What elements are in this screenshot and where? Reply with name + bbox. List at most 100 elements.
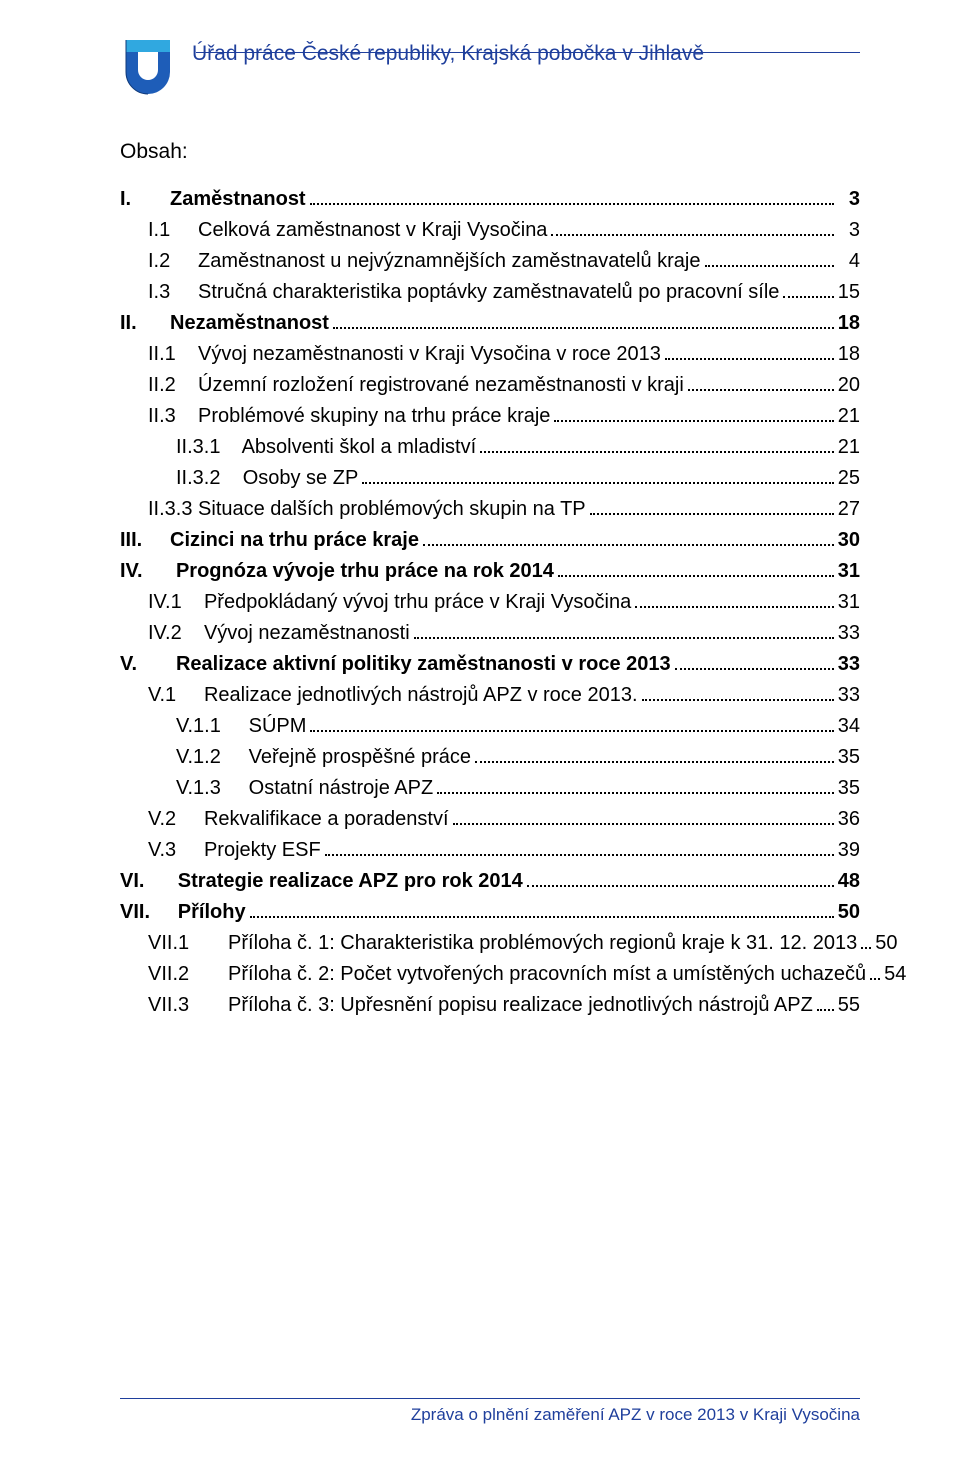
- toc-leader-dots: [665, 358, 834, 360]
- toc-leader-dots: [310, 730, 833, 732]
- toc-page-number: 15: [838, 277, 860, 308]
- toc-page-number: 3: [838, 215, 860, 246]
- toc-entry-label: V.1.2 Veřejně prospěšné práce: [176, 742, 471, 773]
- toc-entry-label: VII.3 Příloha č. 3: Upřesnění popisu rea…: [148, 990, 813, 1021]
- toc-page-number: 21: [838, 432, 860, 463]
- toc-page-number: 33: [838, 618, 860, 649]
- toc-leader-dots: [414, 637, 834, 639]
- toc-row: II. Nezaměstnanost 18: [120, 308, 860, 339]
- toc-row: VII.3 Příloha č. 3: Upřesnění popisu rea…: [120, 990, 860, 1021]
- page-header: Úřad práce České republiky, Krajská pobo…: [120, 40, 860, 112]
- toc-page-number: 34: [838, 711, 860, 742]
- table-of-contents: I. Zaměstnanost 3 I.1 Celková zaměstnanost…: [120, 184, 860, 1021]
- toc-leader-dots: [817, 1009, 834, 1011]
- toc-row: IV. Prognóza vývoje trhu práce na rok 20…: [120, 556, 860, 587]
- toc-entry-label: IV. Prognóza vývoje trhu práce na rok 20…: [120, 556, 554, 587]
- toc-leader-dots: [861, 947, 871, 949]
- toc-entry-label: I.3 Stručná charakteristika poptávky zam…: [148, 277, 779, 308]
- toc-entry-label: II. Nezaměstnanost: [120, 308, 329, 339]
- toc-row: II.3.3 Situace dalších problémových skup…: [120, 494, 860, 525]
- toc-page-number: 39: [838, 835, 860, 866]
- toc-entry-label: V.1.3 Ostatní nástroje APZ: [176, 773, 433, 804]
- toc-page-number: 35: [838, 742, 860, 773]
- toc-entry-label: VI. Strategie realizace APZ pro rok 2014: [120, 866, 523, 897]
- toc-row: III. Cizinci na trhu práce kraje 30: [120, 525, 860, 556]
- toc-page-number: 20: [838, 370, 860, 401]
- toc-page-number: 35: [838, 773, 860, 804]
- toc-leader-dots: [783, 296, 833, 298]
- toc-row: V.1.1 SÚPM34: [120, 711, 860, 742]
- toc-page-number: 31: [838, 587, 860, 618]
- toc-row: II.2 Územní rozložení registrované nezam…: [120, 370, 860, 401]
- toc-row: VI. Strategie realizace APZ pro rok 2014…: [120, 866, 860, 897]
- toc-row: II.1 Vývoj nezaměstnanosti v Kraji Vysoč…: [120, 339, 860, 370]
- toc-leader-dots: [675, 668, 834, 670]
- toc-page-number: 3: [838, 184, 860, 215]
- toc-entry-label: IV.2 Vývoj nezaměstnanosti: [148, 618, 410, 649]
- toc-leader-dots: [480, 451, 834, 453]
- toc-page-number: 27: [838, 494, 860, 525]
- toc-row: IV.1 Předpokládaný vývoj trhu práce v Kr…: [120, 587, 860, 618]
- toc-leader-dots: [310, 203, 834, 205]
- toc-page-number: 54: [884, 959, 906, 990]
- toc-page-number: 55: [838, 990, 860, 1021]
- toc-page-number: 31: [838, 556, 860, 587]
- toc-page-number: 50: [875, 928, 897, 959]
- toc-leader-dots: [642, 699, 834, 701]
- toc-page-number: 30: [838, 525, 860, 556]
- toc-entry-label: II.1 Vývoj nezaměstnanosti v Kraji Vysoč…: [148, 339, 661, 370]
- toc-entry-label: V.3 Projekty ESF: [148, 835, 321, 866]
- toc-row: I.2 Zaměstnanost u nejvýznamnějších zamě…: [120, 246, 860, 277]
- toc-row: II.3.1 Absolventi škol a mladiství21: [120, 432, 860, 463]
- page: Úřad práce České republiky, Krajská pobo…: [0, 0, 960, 1465]
- toc-entry-label: II.3 Problémové skupiny na trhu práce kr…: [148, 401, 550, 432]
- toc-row: IV.2 Vývoj nezaměstnanosti 33: [120, 618, 860, 649]
- toc-row: I.3 Stručná charakteristika poptávky zam…: [120, 277, 860, 308]
- toc-leader-dots: [475, 761, 834, 763]
- logo-icon: [120, 34, 176, 106]
- toc-entry-label: VII. Přílohy: [120, 897, 246, 928]
- toc-page-number: 18: [838, 339, 860, 370]
- toc-entry-label: VII.2 Příloha č. 2: Počet vytvořených pr…: [148, 959, 866, 990]
- toc-row: V.1.3 Ostatní nástroje APZ 35: [120, 773, 860, 804]
- toc-page-number: 4: [838, 246, 860, 277]
- toc-entry-label: II.3.3 Situace dalších problémových skup…: [148, 494, 586, 525]
- toc-leader-dots: [705, 265, 835, 267]
- header-title: Úřad práce České republiky, Krajská pobo…: [192, 40, 860, 66]
- toc-leader-dots: [558, 575, 834, 577]
- footer-rule: [120, 1398, 860, 1399]
- toc-row: I.1 Celková zaměstnanost v Kraji Vysočin…: [120, 215, 860, 246]
- toc-heading: Obsah:: [120, 140, 860, 164]
- toc-entry-label: I. Zaměstnanost: [120, 184, 306, 215]
- toc-leader-dots: [688, 389, 834, 391]
- toc-row: V.1.2 Veřejně prospěšné práce 35: [120, 742, 860, 773]
- toc-row: II.3.2 Osoby se ZP25: [120, 463, 860, 494]
- toc-entry-label: IV.1 Předpokládaný vývoj trhu práce v Kr…: [148, 587, 631, 618]
- toc-entry-label: I.1 Celková zaměstnanost v Kraji Vysočin…: [148, 215, 547, 246]
- toc-row: V.3 Projekty ESF 39: [120, 835, 860, 866]
- toc-entry-label: III. Cizinci na trhu práce kraje: [120, 525, 419, 556]
- toc-leader-dots: [362, 482, 833, 484]
- toc-row: V. Realizace aktivní politiky zaměstnano…: [120, 649, 860, 680]
- page-footer: Zpráva o plnění zaměření APZ v roce 2013…: [120, 1398, 860, 1425]
- toc-leader-dots: [333, 327, 834, 329]
- toc-leader-dots: [325, 854, 834, 856]
- toc-row: V.1 Realizace jednotlivých nástrojů APZ …: [120, 680, 860, 711]
- toc-page-number: 48: [838, 866, 860, 897]
- toc-row: VII.2 Příloha č. 2: Počet vytvořených pr…: [120, 959, 860, 990]
- toc-leader-dots: [554, 420, 833, 422]
- toc-entry-label: II.3.2 Osoby se ZP: [176, 463, 358, 494]
- toc-leader-dots: [453, 823, 834, 825]
- toc-entry-label: I.2 Zaměstnanost u nejvýznamnějších zamě…: [148, 246, 701, 277]
- footer-text: Zpráva o plnění zaměření APZ v roce 2013…: [120, 1405, 860, 1425]
- toc-leader-dots: [423, 544, 834, 546]
- toc-leader-dots: [250, 916, 834, 918]
- toc-page-number: 33: [838, 649, 860, 680]
- toc-entry-label: V.2 Rekvalifikace a poradenství: [148, 804, 449, 835]
- toc-page-number: 36: [838, 804, 860, 835]
- toc-page-number: 18: [838, 308, 860, 339]
- toc-leader-dots: [870, 978, 880, 980]
- toc-row: VII. Přílohy50: [120, 897, 860, 928]
- toc-entry-label: II.2 Územní rozložení registrované nezam…: [148, 370, 684, 401]
- toc-page-number: 33: [838, 680, 860, 711]
